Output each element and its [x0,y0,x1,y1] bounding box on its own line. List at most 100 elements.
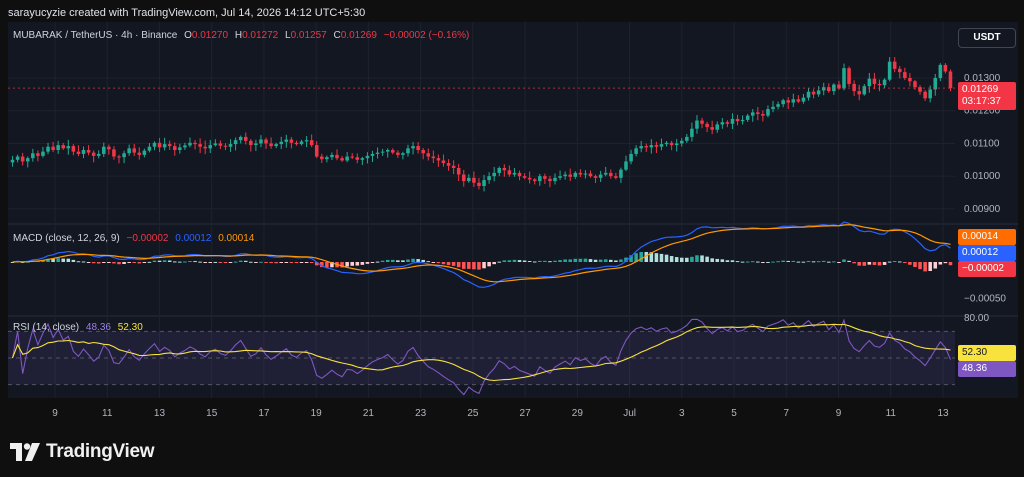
candle-body [76,151,81,154]
macd-histogram-bar [51,258,55,262]
macd-histogram-bar [309,262,314,263]
macd-histogram-bar [370,262,375,263]
macd-histogram-bar [355,262,360,266]
candle-body [750,112,755,116]
macd-histogram-bar [299,262,304,263]
candle-body [284,139,289,142]
candle-body [81,150,86,154]
macd-histogram-bar [254,262,258,263]
macd-histogram-bar [487,262,491,267]
candle-body [36,153,40,156]
macd-histogram-bar [314,262,319,266]
candle-body [492,172,496,177]
candle-body [674,143,679,146]
tradingview-logo[interactable]: TradingView [10,441,155,463]
macd-histogram-bar [674,257,679,262]
macd-histogram-bar [345,262,349,267]
candle-body [811,91,816,95]
macd-histogram-bar [649,252,654,262]
candle-body [740,119,745,122]
macd-line-tag: 0.00012 [958,245,1016,261]
macd-histogram-bar [472,262,476,270]
candle-body [583,173,588,175]
symbol-label[interactable]: MUBARAK / TetherUS · 4h · Binance [13,30,178,41]
macd-histogram-bar [330,262,334,268]
macd-histogram-bar [563,259,567,262]
rsi-legend: RSI (14, close) 48.36 52.30 [13,322,147,333]
macd-histogram-bar [325,262,329,268]
candle-body [294,142,299,145]
macd-histogram-bar [421,259,425,262]
macd-histogram-bar [568,259,572,262]
macd-histogram-bar [801,261,806,263]
macd-histogram-bar [938,262,943,265]
candle-body [71,146,76,152]
candle-body [243,136,248,141]
candle-body [877,83,882,86]
macd-histogram-bar [517,260,522,262]
candle-body [380,151,385,153]
time-tick-label: 25 [467,408,479,419]
candle-body [619,169,623,178]
macd-histogram-bar [228,262,233,263]
candle-body [781,100,785,105]
macd-histogram-bar [933,262,938,269]
macd-histogram-bar [776,261,780,263]
macd-histogram-bar [61,258,66,262]
rsi-pane [8,318,955,396]
macd-histogram-bar [842,259,846,262]
candle-body [107,146,111,150]
macd-histogram-bar [548,261,552,263]
time-tick-label: 17 [258,408,270,419]
macd-histogram-bar [928,262,932,272]
candle-body [791,99,796,103]
candle-body [10,159,15,163]
candles [8,57,955,192]
rsi-label[interactable]: RSI (14, close) [13,322,80,333]
macd-label[interactable]: MACD (close, 12, 26, 9) [13,233,120,244]
macd-histogram-bar [522,260,527,262]
macd-histogram-bar [669,256,674,262]
macd-histogram-bar [71,259,76,262]
macd-histogram-bar [913,262,917,268]
time-tick-label: 19 [311,408,323,419]
candle-body [46,146,50,152]
candle-body [431,156,436,159]
candle-body [456,168,461,175]
macd-histogram-bar [385,259,390,262]
candle-body [162,144,167,148]
bar-countdown: 03:17:37 [962,96,1001,107]
chart-area[interactable] [8,22,958,398]
candle-body [299,141,304,145]
candle-body [122,153,126,158]
brand-name: TradingView [46,441,155,462]
candle-body [614,176,618,178]
macd-histogram-bar [137,262,142,264]
rsi-value: 48.36 [85,322,111,333]
currency-button[interactable]: USDT [958,28,1016,48]
time-tick-label: 29 [572,408,584,419]
candle-body [320,156,324,160]
time-tick-label: 5 [731,408,737,419]
macd-histogram-bar [629,255,633,262]
macd-histogram-bar [284,262,289,263]
macd-histogram-bar [416,259,420,262]
macd-histogram-bar [112,262,116,264]
candle-body [806,91,811,98]
candle-body [51,146,55,150]
candle-body [102,146,106,154]
candle-body [558,176,562,178]
candle-body [588,173,593,177]
candle-body [325,157,329,160]
candle-body [360,158,365,160]
macd-histogram-bar [365,262,370,264]
macd-histogram-bar [786,260,791,262]
macd-histogram-bar [304,262,309,263]
candle-body [401,153,405,155]
candle-body [522,176,527,178]
macd-histogram-bar [903,262,907,264]
macd-histogram-bar [771,261,775,263]
close-value: 0.01269 [340,30,377,41]
